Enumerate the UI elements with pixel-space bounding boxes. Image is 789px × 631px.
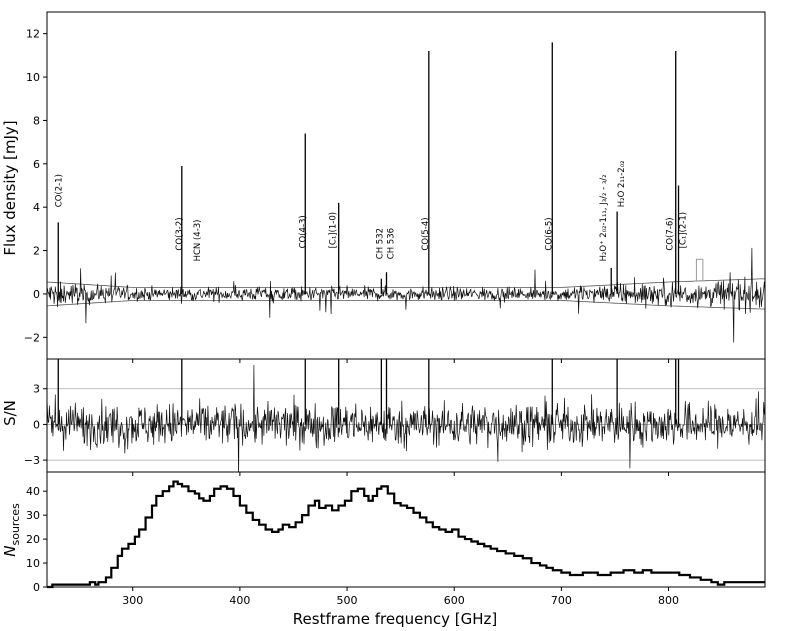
nsources-ytick-label: 30 xyxy=(26,509,40,522)
flux-ytick-label: 0 xyxy=(33,288,40,301)
snr-ytick-label: 3 xyxy=(33,383,40,396)
x-axis-label: Restframe frequency [GHz] xyxy=(293,610,497,628)
snr-ytick-label: 0 xyxy=(33,418,40,431)
nsources-ytick-label: 0 xyxy=(33,581,40,594)
flux-error-upper xyxy=(46,278,766,288)
x-tick-label: 800 xyxy=(658,594,679,607)
nsources-ylabel: Nsources xyxy=(1,503,22,557)
nsources-ytick-label: 20 xyxy=(26,533,40,546)
line-label-0: CO(2-1) xyxy=(54,174,64,207)
snr-ylabel: S/N xyxy=(1,400,19,426)
line-label-7: CO(5-4) xyxy=(421,217,431,250)
nsources-ytick-label: 40 xyxy=(26,485,40,498)
snr-plot-area xyxy=(47,359,765,472)
line-label-1: CO(3-2) xyxy=(175,217,185,250)
line-label-6: CH 536 xyxy=(386,228,396,259)
flux-ytick-label: 4 xyxy=(33,201,40,214)
flux-ytick-label: 12 xyxy=(26,28,40,41)
flux-ytick-label: −2 xyxy=(24,331,40,344)
line-label-8: CO(6-5) xyxy=(544,217,554,250)
line-label-3: CO(4-3) xyxy=(298,215,308,248)
line-label-2: HCN (4-3) xyxy=(193,220,203,262)
x-tick-label: 300 xyxy=(122,594,143,607)
x-tick-label: 700 xyxy=(551,594,572,607)
flux-ytick-label: 2 xyxy=(33,245,40,258)
snr-ytick-label: −3 xyxy=(24,454,40,467)
nsources-ylabel-sub: sources xyxy=(9,503,22,546)
flux-ytick-label: 8 xyxy=(33,114,40,127)
flux-bump xyxy=(694,258,705,282)
flux-spectrum xyxy=(46,247,766,343)
line-label-5: CH 532 xyxy=(375,228,385,259)
flux-ytick-label: 10 xyxy=(26,71,40,84)
nsources-ylabel-main: N xyxy=(1,546,19,557)
snr-spectrum xyxy=(47,364,765,472)
nsources-step-line xyxy=(47,480,765,589)
line-label-4: [C₁](1-0) xyxy=(329,212,339,249)
x-tick-label: 400 xyxy=(229,594,250,607)
x-tick-label: 600 xyxy=(444,594,465,607)
x-tick-label: 500 xyxy=(337,594,358,607)
flux-panel: CO(2-1) CO(3-2) HCN (4-3) CO(4-3) [C₁](1-0) C… xyxy=(24,11,766,363)
line-label-11: CO(7-6) xyxy=(666,217,676,250)
nsources-panel: 0 10 20 30 40 300 400 500 600 700 800 xyxy=(26,471,766,607)
snr-panel: −3 0 3 xyxy=(24,358,766,476)
line-label-9: H₂O⁺ 2₀₂-1₁₁, J₃/₂ - ₃/₂ xyxy=(599,174,609,261)
nsources-frame xyxy=(46,471,766,588)
flux-ytick-label: 6 xyxy=(33,158,40,171)
line-label-12: [C₁](2-1) xyxy=(679,212,689,249)
nsources-ytick-label: 10 xyxy=(26,557,40,570)
line-label-10: H₂O 2₁₁-2₀₂ xyxy=(617,160,627,207)
flux-ylabel: Flux density [mJy] xyxy=(1,120,19,255)
